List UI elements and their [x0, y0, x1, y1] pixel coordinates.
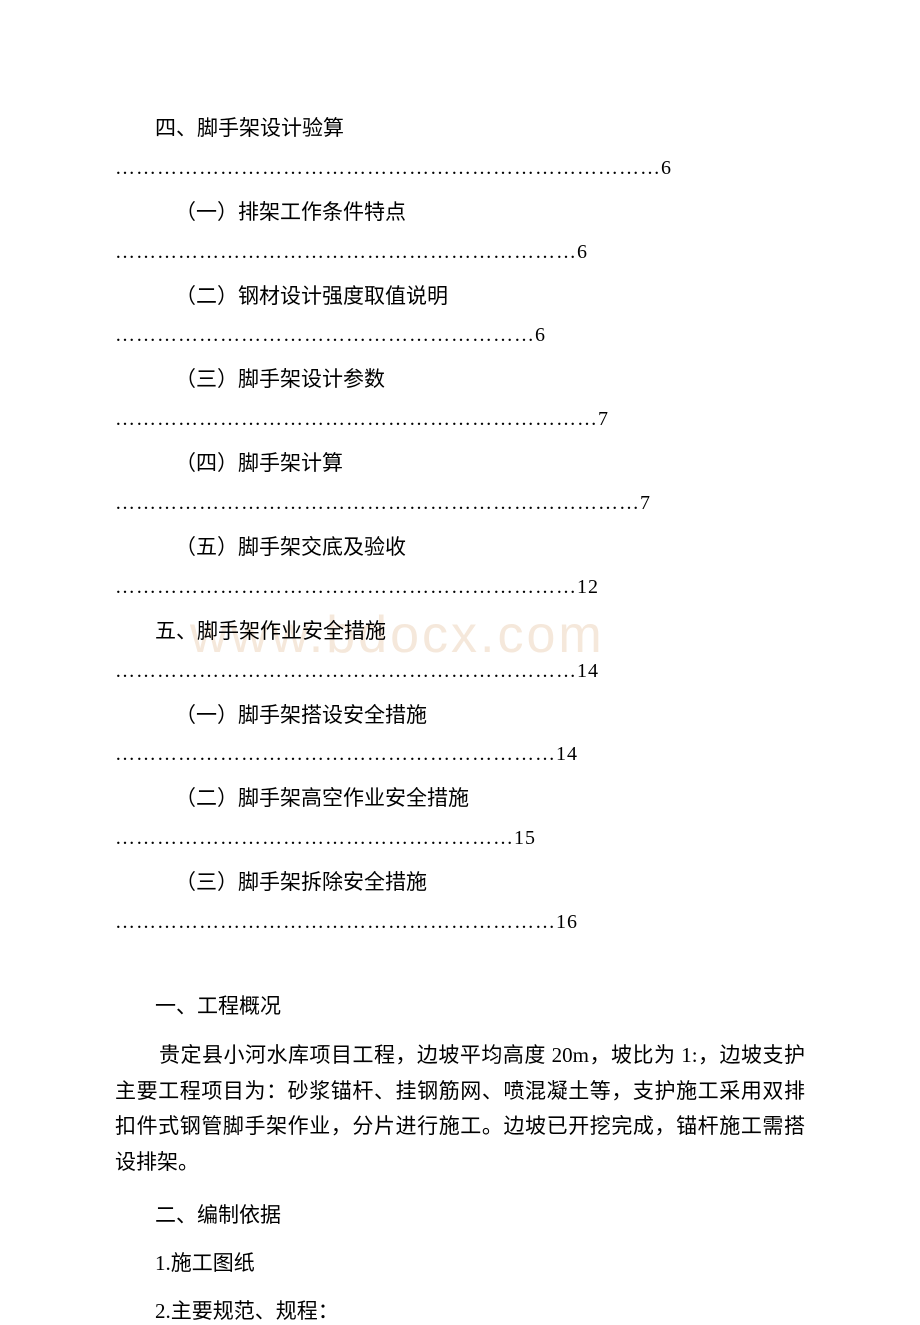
toc-dots: ………………………………………………………16	[115, 904, 805, 940]
toc-dots: ……………………………………………………………………6	[115, 150, 805, 186]
body-section: 一、工程概况 贵定县小河水库项目工程，边坡平均高度 20m，坡比为 1:，边坡支…	[115, 990, 805, 1325]
toc-dots: …………………………………………………15	[115, 820, 805, 856]
toc-entry: （一）排架工作条件特点 …………………………………………………………6	[115, 194, 805, 270]
toc-subtitle: （四）脚手架计算	[115, 445, 805, 483]
toc-entry: （二）钢材设计强度取值说明 ……………………………………………………6	[115, 278, 805, 354]
toc-dots: …………………………………………………………6	[115, 234, 805, 270]
toc-dots: ……………………………………………………………7	[115, 401, 805, 437]
toc-dots: …………………………………………………………………7	[115, 485, 805, 521]
toc-entry: 四、脚手架设计验算 ……………………………………………………………………6	[115, 110, 805, 186]
toc-subtitle: （三）脚手架拆除安全措施	[115, 864, 805, 902]
section-heading: 二、编制依据	[115, 1199, 805, 1229]
toc-subtitle: （二）钢材设计强度取值说明	[115, 278, 805, 316]
toc-dots: …………………………………………………………14	[115, 653, 805, 689]
toc-title: 五、脚手架作业安全措施	[115, 613, 805, 651]
list-item: 2.主要规范、规程：	[115, 1295, 805, 1325]
toc-subtitle: （三）脚手架设计参数	[115, 361, 805, 399]
toc-subtitle: （一）脚手架搭设安全措施	[115, 697, 805, 735]
toc-dots: ……………………………………………………6	[115, 317, 805, 353]
toc-subtitle: （五）脚手架交底及验收	[115, 529, 805, 567]
section-heading: 一、工程概况	[115, 990, 805, 1020]
toc-entry: （四）脚手架计算 …………………………………………………………………7	[115, 445, 805, 521]
toc-subtitle: （一）排架工作条件特点	[115, 194, 805, 232]
toc-entry: （一）脚手架搭设安全措施 ………………………………………………………14	[115, 697, 805, 773]
toc-entry: （二）脚手架高空作业安全措施 …………………………………………………15	[115, 780, 805, 856]
body-paragraph: 贵定县小河水库项目工程，边坡平均高度 20m，坡比为 1:，边坡支护主要工程项目…	[115, 1038, 805, 1181]
toc-entry: （三）脚手架设计参数 ……………………………………………………………7	[115, 361, 805, 437]
document-content: 四、脚手架设计验算 ……………………………………………………………………6 （一…	[115, 110, 805, 1325]
toc-dots: ………………………………………………………14	[115, 736, 805, 772]
toc-entry: （五）脚手架交底及验收 …………………………………………………………12	[115, 529, 805, 605]
list-item: 1.施工图纸	[115, 1247, 805, 1277]
toc-subtitle: （二）脚手架高空作业安全措施	[115, 780, 805, 818]
toc-dots: …………………………………………………………12	[115, 569, 805, 605]
toc-entry: （三）脚手架拆除安全措施 ………………………………………………………16	[115, 864, 805, 940]
toc-entry: 五、脚手架作业安全措施 …………………………………………………………14	[115, 613, 805, 689]
toc-title: 四、脚手架设计验算	[115, 110, 805, 148]
